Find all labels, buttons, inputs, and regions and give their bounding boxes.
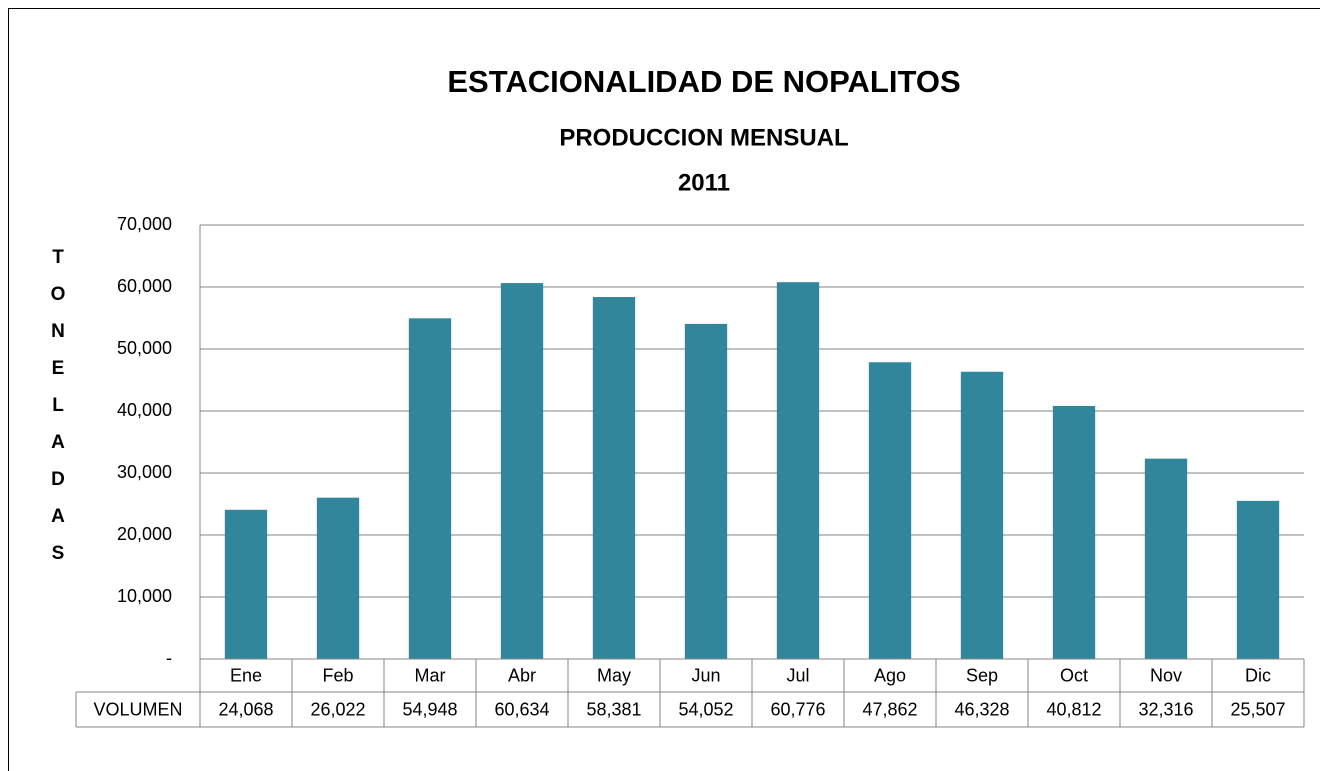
bar: [224, 509, 268, 659]
bar: [500, 283, 544, 659]
y-tick-label: 20,000: [117, 524, 172, 544]
x-tick-label: May: [597, 665, 631, 685]
y-tick-label: -: [166, 648, 172, 668]
chart-subtitle: 2011: [678, 169, 730, 196]
x-tick-label: Feb: [322, 665, 353, 685]
bar: [316, 497, 360, 659]
bar: [408, 318, 452, 659]
x-tick-label: Ene: [230, 665, 262, 685]
table-value: 24,068: [218, 699, 273, 719]
x-tick-label: Dic: [1245, 665, 1271, 685]
y-tick-label: 50,000: [117, 338, 172, 358]
x-tick-label: Nov: [1150, 665, 1182, 685]
table-value: 58,381: [586, 699, 641, 719]
bar: [1236, 500, 1280, 659]
bar: [1052, 405, 1096, 659]
x-tick-label: Ago: [874, 665, 906, 685]
chart-border: [8, 8, 1320, 771]
table-value: 54,052: [678, 699, 733, 719]
table-value: 26,022: [310, 699, 365, 719]
x-tick-label: Oct: [1060, 665, 1088, 685]
table-value: 46,328: [954, 699, 1009, 719]
x-tick-label: Sep: [966, 665, 998, 685]
bar: [684, 323, 728, 659]
table-value: 60,776: [770, 699, 825, 719]
bar: [960, 371, 1004, 659]
y-tick-label: 40,000: [117, 400, 172, 420]
x-tick-label: Abr: [508, 665, 536, 685]
bar: [1144, 458, 1188, 659]
table-value: 47,862: [862, 699, 917, 719]
table-value: 54,948: [402, 699, 457, 719]
x-tick-label: Jul: [786, 665, 809, 685]
table-value: 60,634: [494, 699, 549, 719]
chart-subtitle: PRODUCCION MENSUAL: [559, 124, 848, 151]
x-tick-label: Jun: [691, 665, 720, 685]
bar: [592, 297, 636, 659]
y-tick-label: 60,000: [117, 276, 172, 296]
y-tick-label: 30,000: [117, 462, 172, 482]
table-value: 32,316: [1138, 699, 1193, 719]
bar: [776, 282, 820, 659]
table-row-label: VOLUMEN: [93, 699, 182, 719]
chart-title: ESTACIONALIDAD DE NOPALITOS: [447, 64, 960, 99]
x-tick-label: Mar: [415, 665, 446, 685]
table-value: 40,812: [1046, 699, 1101, 719]
y-tick-label: 70,000: [117, 214, 172, 234]
y-tick-label: 10,000: [117, 586, 172, 606]
bar: [868, 362, 912, 659]
table-value: 25,507: [1230, 699, 1285, 719]
